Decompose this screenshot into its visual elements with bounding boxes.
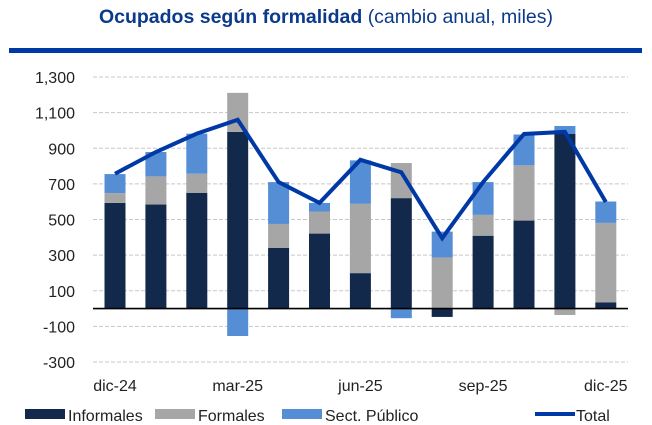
bar-sect-p-blico-jul-25	[390, 308, 412, 319]
bar-formales-dic-24	[104, 193, 126, 203]
bar-sect-p-blico-abr-25	[268, 182, 290, 224]
bar-informales-jul-25	[390, 198, 412, 309]
bar-informales-nov-25	[554, 134, 576, 309]
bar-sect-p-blico-may-25	[309, 202, 330, 212]
legend-label: Informales	[68, 408, 143, 425]
legend-swatch	[25, 409, 65, 419]
bar-informales-dic-24	[104, 202, 126, 309]
y-tick-label: 300	[48, 248, 75, 265]
bar-sect-p-blico-feb-25	[186, 133, 208, 174]
y-tick-label: -100	[43, 319, 75, 336]
legend-label: Sect. Público	[325, 408, 418, 425]
y-tick-label: 1,100	[35, 106, 75, 123]
bar-formales-ago-25	[431, 257, 453, 309]
legend-swatch	[155, 409, 195, 419]
bar-informales-may-25	[309, 233, 330, 309]
bar-sect-p-blico-dic-24	[104, 174, 126, 194]
bar-formales-sep-25	[472, 214, 494, 236]
y-tick-label: -300	[43, 355, 75, 372]
legend-item-informales: Informales	[25, 408, 143, 425]
legend-item-total: Total	[535, 408, 610, 425]
title-subtitle: (cambio anual, miles)	[367, 6, 554, 28]
bar-informales-abr-25	[268, 248, 290, 309]
bar-informales-ago-25	[431, 308, 453, 317]
line-total	[114, 117, 608, 242]
bar-formales-abr-25	[268, 223, 290, 248]
bar-sect-p-blico-dic-25	[595, 201, 617, 223]
y-tick-label: 500	[48, 213, 75, 230]
chart-title: Ocupados según formalidad (cambio anual,…	[0, 6, 652, 29]
bar-sect-p-blico-ene-25	[145, 151, 167, 177]
title-divider	[9, 48, 642, 53]
legend-item-sect-p-blico: Sect. Público	[282, 408, 418, 425]
y-tick-label: 700	[48, 177, 75, 194]
bar-informales-oct-25	[513, 220, 535, 309]
bar-sect-p-blico-oct-25	[513, 134, 535, 166]
bar-informales-ene-25	[145, 204, 167, 309]
bar-sect-p-blico-mar-25	[227, 308, 249, 336]
x-tick-label: dic-24	[93, 378, 137, 395]
title-main: Ocupados según formalidad	[98, 6, 363, 28]
bar-sect-p-blico-ago-25	[431, 231, 453, 258]
bar-formales-ene-25	[145, 176, 167, 205]
bar-informales-mar-25	[227, 131, 249, 309]
x-tick-label: dic-25	[584, 378, 628, 395]
x-tick-label: jun-25	[337, 378, 383, 395]
bar-formales-oct-25	[513, 165, 535, 221]
x-tick-label: sep-25	[459, 378, 508, 395]
y-tick-label: 1,300	[35, 70, 75, 87]
bar-formales-nov-25	[554, 308, 576, 315]
bar-informales-sep-25	[472, 235, 494, 309]
x-tick-label: mar-25	[212, 378, 263, 395]
bar-formales-jun-25	[349, 203, 371, 274]
bar-formales-may-25	[309, 211, 330, 234]
y-tick-label: 100	[48, 284, 75, 301]
legend-swatch	[282, 409, 322, 419]
bar-sect-p-blico-sep-25	[472, 182, 494, 215]
bar-informales-jun-25	[349, 273, 371, 309]
legend-label: Total	[576, 408, 610, 425]
y-tick-label: 900	[48, 141, 75, 158]
bar-formales-feb-25	[186, 173, 208, 193]
legend-item-formales: Formales	[155, 408, 265, 425]
legend-label: Formales	[198, 408, 265, 425]
bar-formales-dic-25	[595, 222, 617, 303]
bar-informales-feb-25	[186, 192, 208, 309]
bar-sect-p-blico-jun-25	[349, 160, 371, 204]
bar-formales-mar-25	[227, 92, 249, 132]
bar-informales-dic-25	[595, 302, 617, 309]
